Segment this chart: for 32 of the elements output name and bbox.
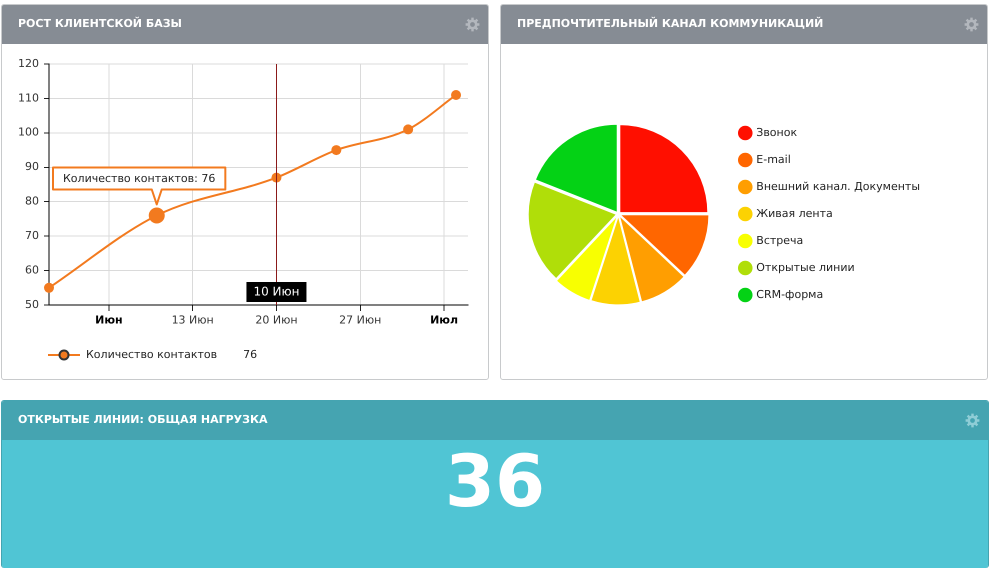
x-tick-label: 27 Июн (339, 313, 382, 326)
x-tick-label: Июл (430, 313, 458, 326)
y-tick-label: 70 (25, 229, 39, 242)
legend-label: CRM-форма (756, 288, 824, 301)
legend-label: Количество контактов (86, 348, 218, 361)
text: ОТКРЫТЫЕ ЛИНИИ: ОБЩАЯ НАГРУЗКА (18, 413, 268, 426)
x-tick-label: 13 Июн (172, 313, 214, 326)
ref-line-label: 10 Июн (253, 284, 300, 299)
y-tick-label: 50 (25, 298, 39, 311)
y-tick-label: 110 (18, 91, 39, 104)
point (331, 145, 342, 156)
legend-label: Открытые линии (756, 260, 855, 274)
point (44, 282, 54, 293)
legend-label: E-mail (756, 152, 791, 166)
text: 76 (243, 348, 258, 361)
y-tick-label: 120 (18, 56, 39, 70)
text: 36 (444, 439, 546, 523)
x-tick-label: Июн (95, 313, 123, 326)
y-tick-label: 100 (18, 126, 39, 139)
legend-label: Внешний канал. Документы (756, 180, 920, 193)
y-tick-label: 80 (25, 194, 39, 208)
y-tick-label: 90 (25, 160, 39, 174)
legend-label: Живая лента (756, 206, 833, 220)
legend-label: Звонок (756, 126, 798, 139)
y-tick-label: 60 (25, 263, 39, 276)
point (403, 124, 414, 134)
legend-label: Встреча (756, 234, 804, 247)
chart-title: РОСТ КЛИЕНТСКОЙ БАЗЫ (18, 17, 182, 30)
point (451, 90, 462, 100)
x-tick-label: 20 Июн (255, 313, 298, 326)
chart-title: ПРЕДПОЧТИТЕЛЬНЫЙ КАНАЛ КОММУНИКАЦИЙ (517, 17, 824, 30)
annotation: Количество контактов: 76 (63, 172, 216, 185)
